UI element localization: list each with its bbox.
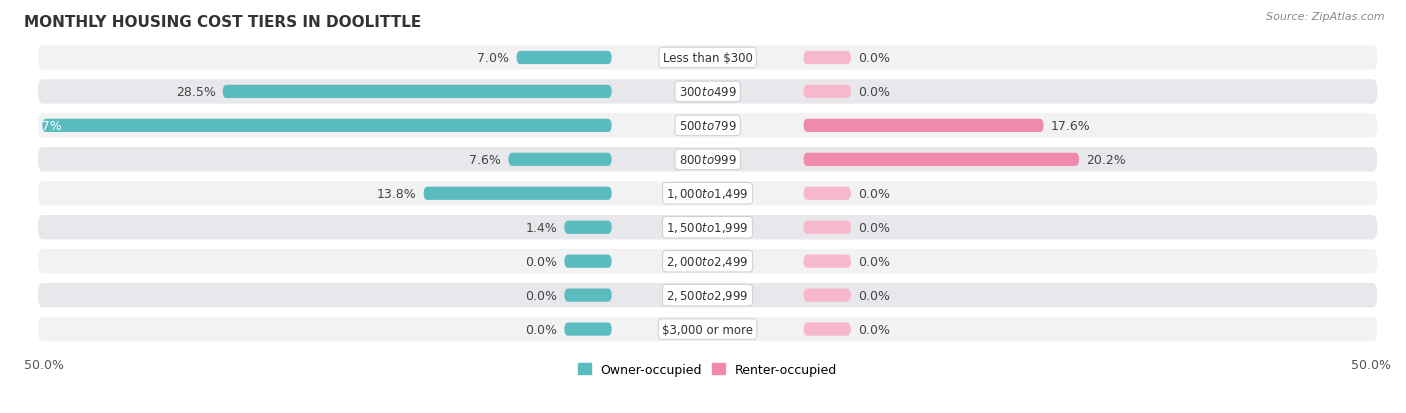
Text: 7.0%: 7.0% bbox=[478, 52, 509, 65]
FancyBboxPatch shape bbox=[423, 187, 612, 200]
Text: 0.0%: 0.0% bbox=[526, 255, 557, 268]
Text: 0.0%: 0.0% bbox=[858, 323, 890, 336]
FancyBboxPatch shape bbox=[803, 52, 851, 65]
FancyBboxPatch shape bbox=[222, 85, 612, 99]
Text: 20.2%: 20.2% bbox=[1087, 154, 1126, 166]
FancyBboxPatch shape bbox=[38, 182, 1378, 206]
Text: Source: ZipAtlas.com: Source: ZipAtlas.com bbox=[1267, 12, 1385, 22]
Text: Less than $300: Less than $300 bbox=[662, 52, 752, 65]
Text: $1,000 to $1,499: $1,000 to $1,499 bbox=[666, 187, 749, 201]
FancyBboxPatch shape bbox=[803, 289, 851, 302]
FancyBboxPatch shape bbox=[803, 153, 1080, 166]
Text: 0.0%: 0.0% bbox=[526, 289, 557, 302]
FancyBboxPatch shape bbox=[564, 323, 612, 336]
FancyBboxPatch shape bbox=[516, 52, 612, 65]
Text: $2,500 to $2,999: $2,500 to $2,999 bbox=[666, 288, 749, 302]
Text: $800 to $999: $800 to $999 bbox=[679, 154, 737, 166]
Text: 0.0%: 0.0% bbox=[526, 323, 557, 336]
Text: 1.4%: 1.4% bbox=[526, 221, 557, 234]
Text: 28.5%: 28.5% bbox=[176, 86, 215, 99]
FancyBboxPatch shape bbox=[42, 119, 612, 133]
FancyBboxPatch shape bbox=[803, 119, 1043, 133]
FancyBboxPatch shape bbox=[38, 80, 1378, 104]
Text: $1,500 to $1,999: $1,500 to $1,999 bbox=[666, 221, 749, 235]
FancyBboxPatch shape bbox=[803, 255, 851, 268]
Text: 0.0%: 0.0% bbox=[858, 255, 890, 268]
FancyBboxPatch shape bbox=[564, 289, 612, 302]
FancyBboxPatch shape bbox=[803, 221, 851, 234]
Text: 50.0%: 50.0% bbox=[24, 358, 65, 371]
FancyBboxPatch shape bbox=[564, 221, 612, 234]
Text: 0.0%: 0.0% bbox=[858, 221, 890, 234]
Text: $2,000 to $2,499: $2,000 to $2,499 bbox=[666, 254, 749, 268]
FancyBboxPatch shape bbox=[38, 46, 1378, 71]
FancyBboxPatch shape bbox=[38, 283, 1378, 308]
FancyBboxPatch shape bbox=[38, 114, 1378, 138]
Text: 0.0%: 0.0% bbox=[858, 188, 890, 200]
Text: $300 to $499: $300 to $499 bbox=[679, 86, 737, 99]
Text: 41.7%: 41.7% bbox=[22, 120, 62, 133]
FancyBboxPatch shape bbox=[38, 216, 1378, 240]
Text: 17.6%: 17.6% bbox=[1050, 120, 1091, 133]
Text: $3,000 or more: $3,000 or more bbox=[662, 323, 754, 336]
FancyBboxPatch shape bbox=[803, 85, 851, 99]
Legend: Owner-occupied, Renter-occupied: Owner-occupied, Renter-occupied bbox=[574, 358, 842, 381]
Text: 13.8%: 13.8% bbox=[377, 188, 416, 200]
FancyBboxPatch shape bbox=[508, 153, 612, 166]
FancyBboxPatch shape bbox=[38, 249, 1378, 274]
FancyBboxPatch shape bbox=[803, 323, 851, 336]
FancyBboxPatch shape bbox=[803, 187, 851, 200]
FancyBboxPatch shape bbox=[38, 317, 1378, 342]
Text: 0.0%: 0.0% bbox=[858, 289, 890, 302]
FancyBboxPatch shape bbox=[564, 255, 612, 268]
Text: $500 to $799: $500 to $799 bbox=[679, 120, 737, 133]
Text: 0.0%: 0.0% bbox=[858, 52, 890, 65]
Text: 7.6%: 7.6% bbox=[470, 154, 502, 166]
Text: 50.0%: 50.0% bbox=[1351, 358, 1391, 371]
Text: 0.0%: 0.0% bbox=[858, 86, 890, 99]
FancyBboxPatch shape bbox=[38, 148, 1378, 172]
Text: MONTHLY HOUSING COST TIERS IN DOOLITTLE: MONTHLY HOUSING COST TIERS IN DOOLITTLE bbox=[24, 15, 422, 30]
